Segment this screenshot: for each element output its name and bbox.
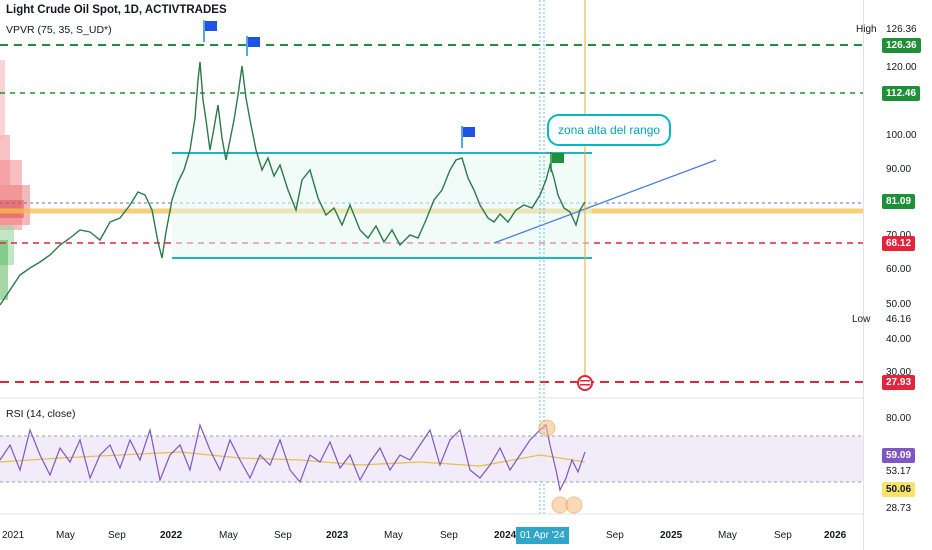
tick-70: 70.00	[886, 230, 911, 241]
callout-box[interactable]: zona alta del rango	[547, 114, 672, 146]
time-label: 2024	[494, 530, 517, 541]
tick-50: 50.00	[886, 299, 912, 310]
volume-profile	[0, 60, 30, 300]
time-label: May	[384, 530, 403, 541]
rsi-ma-badge: 50.06	[882, 482, 916, 497]
price-badge-27: 27.93	[882, 375, 916, 390]
price-badge-112: 112.46	[882, 86, 921, 101]
rsi-tick-28: 28.73	[886, 503, 912, 514]
low-label: Low	[852, 314, 871, 325]
price-series	[0, 61, 586, 306]
tick-60: 60.00	[886, 264, 912, 275]
flag-icon	[461, 126, 475, 148]
time-label: 2021	[2, 530, 25, 541]
time-label: Sep	[774, 530, 792, 541]
price-badge-81: 81.09	[882, 194, 916, 209]
high-value: 126.36	[886, 24, 917, 35]
event-flag-icon[interactable]	[577, 375, 593, 391]
high-label: High	[856, 24, 877, 35]
time-label: Sep	[274, 530, 292, 541]
time-label: 2022	[160, 530, 183, 541]
tick-100: 100.00	[886, 130, 917, 141]
price-badge-68: 68.12	[882, 236, 916, 251]
rsi-indicator-label[interactable]: RSI (14, close)	[6, 408, 76, 420]
time-label: 2023	[326, 530, 349, 541]
rsi-line	[0, 422, 586, 492]
rsi-value-badge: 59.09	[882, 448, 916, 463]
time-label: May	[718, 530, 737, 541]
rsi-ma-line	[0, 451, 586, 467]
rsi-band	[0, 436, 864, 482]
trend-line	[493, 159, 717, 244]
time-label: May	[219, 530, 238, 541]
tick-40: 40.00	[886, 334, 912, 345]
price-axis[interactable]: High 126.36 126.36 120.00 112.46 100.00 …	[852, 0, 932, 550]
flag-icon	[246, 36, 260, 56]
flag-icon	[550, 152, 564, 172]
price-chart[interactable]	[0, 0, 864, 550]
price-badge-126: 126.36	[882, 38, 921, 53]
flag-icon	[203, 20, 217, 42]
chart-title: Light Crude Oil Spot, 1D, ACTIVTRADES	[6, 4, 227, 16]
time-cursor-label: 01 Apr '24	[516, 527, 569, 544]
range-box	[172, 153, 592, 258]
rsi-highlight	[565, 496, 583, 514]
rsi-highlight	[538, 419, 556, 437]
tick-30: 30.00	[886, 367, 912, 378]
time-label: 2025	[660, 530, 683, 541]
time-label: Sep	[108, 530, 126, 541]
time-label: 2026	[824, 530, 847, 541]
low-value: 46.16	[886, 314, 912, 325]
time-axis[interactable]: 2021 May Sep 2022 May Sep 2023 May Sep 2…	[0, 514, 864, 550]
time-label: Sep	[440, 530, 458, 541]
rsi-tick-53: 53.17	[886, 466, 912, 477]
vpvr-indicator-label[interactable]: VPVR (75, 35, S_UD*)	[6, 24, 112, 36]
tick-90: 90.00	[886, 164, 912, 175]
time-label: Sep	[606, 530, 624, 541]
rsi-tick-80: 80.00	[886, 413, 912, 424]
tick-120: 120.00	[886, 62, 917, 73]
time-label: May	[56, 530, 75, 541]
